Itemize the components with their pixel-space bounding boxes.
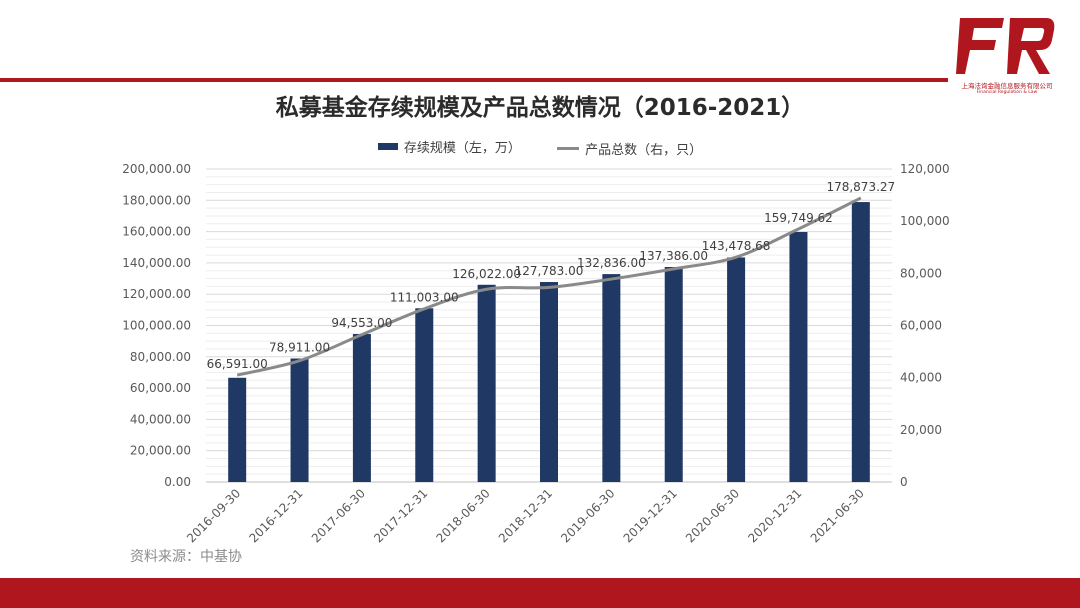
bar-data-label: 126,022.00 [452,267,521,281]
bar-data-label: 111,003.00 [390,290,459,304]
series-line-product-count [236,196,862,377]
legend-item-scale: 存续规模（左，万） [377,137,521,156]
y-tick-left: 40,000.00 [130,412,191,426]
y-tick-left: 80,000.00 [130,350,191,364]
legend-item-count: 产品总数（右，只） [557,139,702,158]
y-tick-left: 140,000.00 [122,256,191,270]
bar-data-label: 66,591.00 [207,357,268,371]
y-tick-left: 160,000.00 [122,225,191,239]
x-tick-label: 2018-06-30 [434,486,493,545]
legend-swatch-line [557,147,580,150]
x-tick-label: 2020-12-31 [745,486,804,545]
x-tick-label: 2016-12-31 [246,486,305,545]
x-tick-label: 2021-06-30 [808,486,867,545]
y-tick-left: 120,000.00 [122,287,191,301]
bar-data-label: 137,386.00 [639,249,708,263]
chart-legend: 存续规模（左，万） 产品总数（右，只） [0,137,1080,158]
legend-label-scale: 存续规模（左，万） [403,141,521,156]
logo-letter-r [1007,18,1055,74]
y-tick-right: 120,000 [900,162,950,176]
legend-label-count: 产品总数（右，只） [585,143,703,158]
header-rule [0,78,948,82]
chart-title: 私募基金存续规模及产品总数情况（2016-2021） [275,95,805,121]
x-tick-label: 2020-06-30 [683,486,742,545]
y-tick-right: 0 [900,475,908,489]
company-name-cn: 上海法询金融信息服务有限公司 [961,82,1053,90]
y-tick-left: 180,000.00 [122,193,191,207]
logo-letter-f [956,18,1004,74]
bar [789,231,808,482]
x-tick-label: 2019-12-31 [621,486,680,545]
y-tick-left: 0.00 [164,475,191,489]
y-tick-left: 60,000.00 [130,381,191,395]
x-tick-label: 2017-12-31 [371,486,430,545]
bar [727,257,746,482]
y-tick-right: 60,000 [900,319,942,333]
bar-data-label: 132,836.00 [577,256,646,270]
x-tick-label: 2017-06-30 [309,486,368,545]
bar [228,377,247,482]
bar [664,266,683,482]
y-tick-right: 20,000 [900,423,942,437]
bar [851,202,870,482]
y-tick-left: 100,000.00 [122,319,191,333]
x-tick-label: 2018-12-31 [496,486,555,545]
bar-data-label: 94,553.00 [331,316,392,330]
x-tick-label: 2019-06-30 [558,486,617,545]
bar-data-label: 127,783.00 [515,264,584,278]
bar [540,282,558,482]
bar-data-label: 178,873.27 [826,180,895,194]
y-tick-right: 80,000 [900,266,942,280]
company-name-en: Financial Regulation & Law [976,90,1038,95]
bar [290,358,309,482]
bar-data-label: 143,478.68 [702,239,771,253]
y-tick-right: 100,000 [900,214,950,228]
y-tick-left: 200,000.00 [122,162,191,176]
footer-band [0,578,1080,608]
bar [602,274,621,482]
bar [477,284,496,482]
fr-logo-icon [956,18,1055,74]
bar-data-label: 78,911.00 [269,341,330,355]
legend-swatch-bar [377,143,398,150]
bar [415,308,434,482]
y-tick-left: 20,000.00 [130,444,191,458]
source-note: 资料来源：中基协 [130,549,242,565]
company-logo: 上海法询金融信息服务有限公司 Financial Regulation & La… [948,14,1066,95]
x-tick-label: 2016-09-30 [184,486,243,545]
bar-data-label: 159,749.62 [764,211,833,225]
y-tick-right: 40,000 [900,371,942,385]
bar [352,334,371,482]
